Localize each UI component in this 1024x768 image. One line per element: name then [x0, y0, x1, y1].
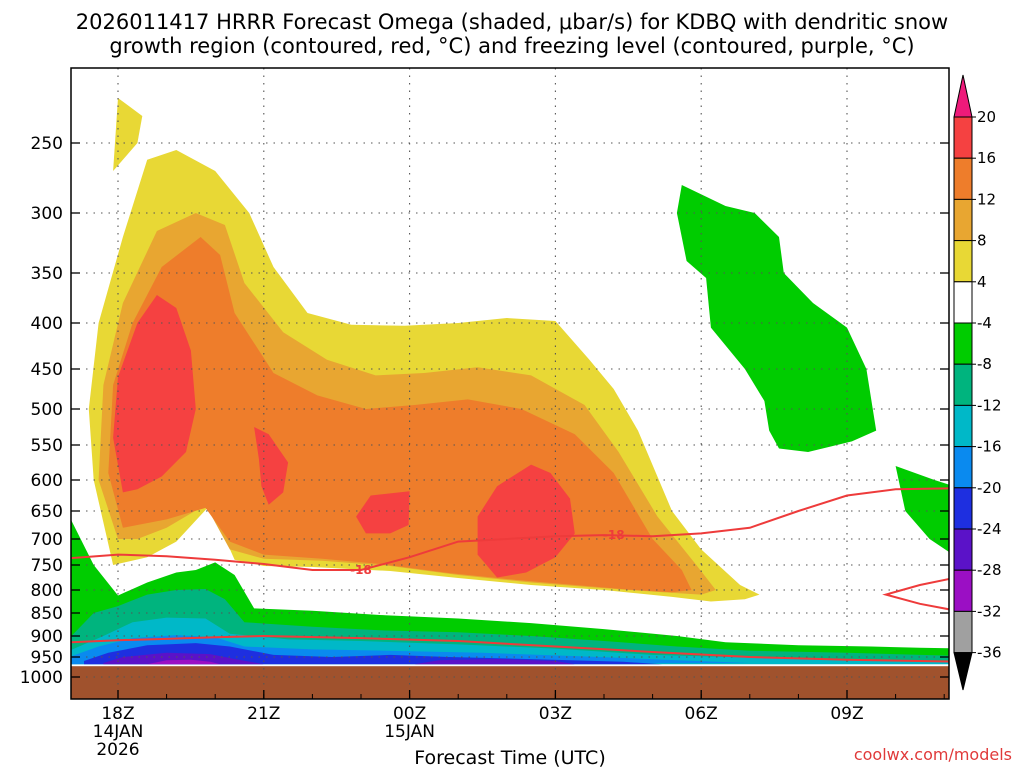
y-tick-label: 850	[31, 604, 63, 624]
omega-region--4-a	[676, 185, 877, 452]
colorbar-label: 20	[977, 108, 996, 126]
omega-region-16-d	[477, 464, 575, 578]
grid-layer	[71, 68, 949, 699]
x-tick-label: 00Z	[393, 704, 426, 724]
dgz-contour-line	[882, 577, 949, 611]
colorbar-swatch	[953, 569, 973, 612]
omega-region--28	[147, 659, 221, 665]
credit-text: coolwx.com/models	[854, 745, 1012, 764]
y-tick-label: 750	[31, 556, 63, 576]
colorbar-swatch	[953, 281, 973, 324]
chart-title-line-1: 2026011417 HRRR Forecast Omega (shaded, …	[76, 10, 948, 34]
y-tick-label: 400	[31, 314, 63, 334]
terrain-layer	[71, 666, 949, 699]
colorbar-label: 12	[977, 190, 996, 208]
colorbar-swatch	[953, 404, 973, 448]
x-tick-label: 03Z	[539, 704, 572, 724]
colorbar-swatch	[953, 240, 973, 283]
colorbar-swatch	[953, 487, 973, 530]
dgz-contour-layer: -18 -18	[71, 487, 949, 663]
omega-region--4-b	[895, 466, 949, 552]
y-tick-label: 250	[31, 134, 63, 154]
omega-region--24-b	[414, 659, 575, 665]
omega-shading-layer	[71, 98, 949, 665]
colorbar-label: -32	[977, 602, 1002, 620]
colorbar-label: 16	[977, 149, 996, 167]
colorbar-label: -8	[977, 355, 992, 373]
colorbar-swatch	[953, 322, 973, 365]
omega-region--24	[103, 652, 264, 665]
colorbar-label: -28	[977, 561, 1002, 579]
y-tick-label: 550	[31, 436, 63, 456]
y-tick-label: 800	[31, 581, 63, 601]
y-tick-label: 350	[31, 264, 63, 284]
x-tick-sublabel: 2026	[96, 740, 139, 760]
plot-frame	[70, 67, 950, 700]
colorbar-swatch	[953, 610, 973, 654]
y-tick-label: 700	[31, 530, 63, 550]
contour-label: -18	[350, 563, 372, 577]
colorbar-label: -12	[977, 396, 1002, 414]
x-tick-sublabel: 15JAN	[384, 722, 435, 742]
colorbar-swatch	[953, 363, 973, 406]
colorbar-swatch	[953, 116, 973, 159]
y-axis: 250 300 350 400 450 500 550 600 650 700 750 800 850 9…	[20, 134, 949, 688]
colorbar-label: -36	[977, 644, 1002, 662]
y-tick-label: 600	[31, 471, 63, 491]
colorbar-arrow-bottom	[953, 652, 973, 691]
contour-label: -18	[603, 528, 625, 542]
colorbar-label: -24	[977, 520, 1002, 538]
omega-region-16-c	[356, 491, 410, 534]
omega-region-16-b	[254, 427, 289, 505]
omega-region-4-cap	[113, 98, 143, 171]
y-tick-label: 650	[31, 502, 63, 522]
y-tick-label: 300	[31, 204, 63, 224]
y-tick-label: 950	[31, 648, 63, 668]
x-axis-label: Forecast Time (UTC)	[414, 747, 605, 768]
colorbar-swatch	[953, 157, 973, 200]
x-tick-label: 09Z	[830, 704, 863, 724]
colorbar: 20 16 12 8 4 -4 -8 -12 -16 -20 -24 -28 -32 -36	[953, 74, 1002, 691]
x-tick-label: 18Z	[101, 704, 134, 724]
colorbar-arrow-top	[953, 74, 973, 118]
y-tick-label: 500	[31, 400, 63, 420]
y-tick-label: 1000	[20, 668, 63, 688]
dgz-contour-line	[71, 487, 949, 571]
x-tick-sublabel: 14JAN	[93, 722, 144, 742]
colorbar-swatch	[953, 198, 973, 242]
x-tick-label: 21Z	[247, 704, 280, 724]
omega-region-16-a	[113, 295, 196, 493]
terrain-below-ground	[71, 666, 949, 699]
colorbar-label: 4	[977, 273, 987, 291]
colorbar-swatch	[953, 446, 973, 489]
x-tick-label: 06Z	[685, 704, 718, 724]
y-tick-label: 450	[31, 360, 63, 380]
colorbar-label: -20	[977, 479, 1002, 497]
colorbar-label: -16	[977, 438, 1002, 456]
dgz-contour-line	[71, 634, 949, 663]
colorbar-label: -4	[977, 314, 992, 332]
y-tick-label: 900	[31, 627, 63, 647]
chart-title-line-2: growth region (contoured, red, °C) and f…	[109, 34, 914, 58]
colorbar-label: 8	[977, 232, 987, 250]
colorbar-swatch	[953, 528, 973, 571]
